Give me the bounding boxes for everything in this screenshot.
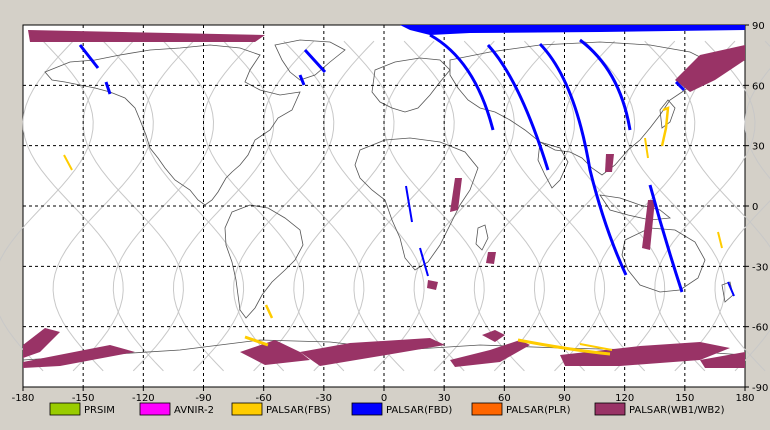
indonesia-coast bbox=[599, 194, 672, 221]
y-tick-label: 30 bbox=[752, 142, 765, 153]
fbd-swath-track-10 bbox=[405, 185, 413, 223]
wb-swath-antarctic-5 bbox=[450, 340, 530, 367]
fbs-swath-nz bbox=[717, 231, 723, 249]
orbit-track bbox=[744, 67, 770, 180]
fbd-swath-track-3 bbox=[538, 42, 628, 276]
wb-swath-indonesia bbox=[642, 200, 655, 250]
x-tick-label: 60 bbox=[498, 393, 511, 404]
x-tick-label: 120 bbox=[615, 393, 634, 404]
y-tick-label: -90 bbox=[752, 383, 768, 394]
legend-swatch bbox=[49, 402, 81, 416]
y-tick-label: 60 bbox=[752, 81, 765, 92]
fbd-swath-track-12 bbox=[674, 80, 686, 92]
wb-swath-china bbox=[605, 154, 614, 172]
orbit-track bbox=[503, 40, 606, 372]
orbit-track bbox=[684, 40, 770, 372]
fbs-swath-sa bbox=[264, 304, 274, 319]
fbd-swath-track-8 bbox=[298, 74, 306, 86]
fbd-swath-track-13 bbox=[727, 281, 735, 297]
south-america-coast bbox=[224, 204, 304, 319]
fbd-swath-track-11 bbox=[419, 247, 429, 277]
orbit-track bbox=[413, 40, 515, 372]
fbs-swath-antarctic-3 bbox=[579, 343, 613, 351]
swaths bbox=[23, 25, 745, 368]
fbd-swath-track-2 bbox=[486, 43, 550, 171]
x-tick-label: 180 bbox=[735, 393, 754, 404]
x-tick-label: -90 bbox=[195, 393, 211, 404]
wb-swath-arctic-east bbox=[675, 45, 745, 92]
x-axis-ticks: -180 -150 -120 -90 -60 -30 0 30 60 90 120 150 180 bbox=[12, 387, 755, 404]
x-tick-label: 0 bbox=[381, 393, 387, 404]
fbd-swath-track-7 bbox=[303, 48, 327, 74]
europe-coast bbox=[371, 57, 451, 113]
y-tick-label: 90 bbox=[752, 21, 765, 32]
wb-swath-antarctic-8 bbox=[700, 352, 745, 368]
orbit-track bbox=[654, 40, 756, 372]
x-tick-label: 90 bbox=[558, 393, 571, 404]
x-tick-label: 150 bbox=[675, 393, 694, 404]
x-tick-label: -30 bbox=[316, 393, 332, 404]
wb-swath-madagascar bbox=[486, 252, 496, 264]
legend-label: PALSAR(PLR) bbox=[506, 405, 571, 416]
fbd-swath-track-1 bbox=[429, 33, 495, 131]
y-tick-label: -30 bbox=[752, 262, 768, 273]
orbit-track bbox=[624, 40, 726, 372]
legend-swatch bbox=[231, 402, 263, 416]
orbit-track bbox=[714, 40, 770, 372]
y-tick-label: 0 bbox=[752, 202, 758, 213]
orbit-track bbox=[443, 40, 545, 372]
wb-swath-antarctic-6 bbox=[482, 330, 505, 342]
legend-swatch bbox=[471, 402, 503, 416]
x-tick-label: -60 bbox=[255, 393, 271, 404]
fbs-swath-japan bbox=[660, 106, 670, 147]
orbit-track bbox=[353, 40, 455, 372]
legend-swatch bbox=[139, 402, 171, 416]
orbit-track bbox=[383, 40, 485, 372]
legend-swatch bbox=[351, 402, 383, 416]
fbd-swath-track-6 bbox=[78, 44, 100, 69]
asia-coast bbox=[449, 41, 711, 176]
x-tick-label: -120 bbox=[132, 393, 155, 404]
orbit-track bbox=[473, 40, 576, 372]
legend-swatch bbox=[594, 402, 626, 416]
wb-swath-antarctic-4 bbox=[300, 338, 445, 366]
orbit-track bbox=[533, 40, 636, 372]
wb-swath-antarctic-2 bbox=[23, 345, 135, 368]
graticule bbox=[23, 25, 745, 387]
wb-swath-africa bbox=[450, 178, 462, 212]
wb-swath-africa-south bbox=[427, 280, 438, 290]
legend-label: PALSAR(WB1/WB2) bbox=[629, 405, 725, 416]
legend-label: PALSAR(FBS) bbox=[266, 405, 331, 416]
fbs-swath-china bbox=[644, 137, 649, 159]
wb-swath-antarctic-3 bbox=[240, 340, 310, 365]
fbd-swath-track-5 bbox=[648, 184, 684, 293]
legend: PRSIM AVNIR-2 PALSAR(FBS) PALSAR(FBD) PALSAR… bbox=[49, 402, 725, 416]
india-coast bbox=[537, 141, 569, 189]
y-axis-ticks: 90 60 30 0 -30 -60 -90 bbox=[745, 21, 768, 394]
x-tick-label: -180 bbox=[12, 393, 35, 404]
north-america-coast bbox=[44, 44, 301, 206]
legend-label: PRSIM bbox=[84, 405, 115, 416]
madagascar-coast bbox=[475, 224, 489, 251]
fbs-swath-hawaii bbox=[63, 154, 73, 171]
y-tick-label: -60 bbox=[752, 323, 768, 334]
wb-swath-antarctic-1 bbox=[23, 328, 60, 358]
legend-label: PALSAR(FBD) bbox=[386, 405, 452, 416]
wb-swath-arctic-west bbox=[28, 30, 265, 42]
x-tick-label: -150 bbox=[72, 393, 95, 404]
japan-coast bbox=[659, 99, 676, 129]
wb-swath-antarctic-7 bbox=[560, 342, 730, 366]
australia-coast bbox=[621, 227, 706, 293]
x-tick-label: 30 bbox=[438, 393, 451, 404]
fbd-swath-track-4 bbox=[579, 38, 632, 131]
fbd-swath-north-pole bbox=[400, 25, 745, 35]
fbs-swath-antarctic-2 bbox=[517, 338, 611, 356]
fbs-swath-antarctic-1 bbox=[244, 335, 269, 347]
africa-coast bbox=[354, 137, 479, 271]
fbd-swath-track-9 bbox=[104, 81, 112, 95]
legend-label: AVNIR-2 bbox=[174, 405, 214, 416]
